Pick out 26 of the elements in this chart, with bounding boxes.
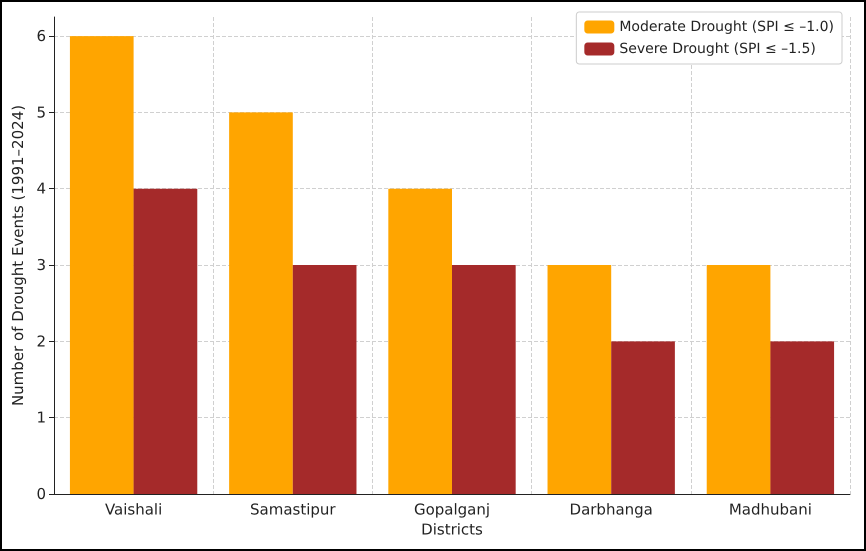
bar [70, 36, 134, 494]
y-tick-label: 6 [36, 27, 46, 46]
bar [452, 265, 516, 494]
bar [292, 265, 356, 494]
bar [611, 341, 675, 494]
x-tick-label: Gopalganj [414, 500, 490, 518]
bar [706, 265, 770, 494]
y-tick-label: 1 [36, 408, 46, 427]
y-tick-label: 4 [36, 180, 46, 198]
y-tick-label: 0 [36, 485, 46, 503]
x-tick-label: Madhubani [728, 500, 812, 518]
y-tick-label: 5 [36, 103, 46, 122]
bar [548, 265, 612, 494]
y-tick-label: 3 [36, 256, 46, 274]
y-tick-label: 2 [36, 332, 46, 350]
x-tick-label: Vaishali [104, 500, 162, 518]
bar [388, 188, 452, 494]
bar [134, 188, 198, 494]
x-axis-title: Districts [421, 520, 484, 538]
x-tick-label: Samastipur [250, 500, 336, 518]
x-tick-label: Darbhanga [570, 500, 653, 518]
bar [770, 341, 834, 494]
legend-label: Moderate Drought (SPI ≤ –1.0) [619, 19, 834, 35]
y-axis-title: Number of Drought Events (1991–2024) [9, 104, 28, 406]
bar [229, 112, 293, 494]
legend-label: Severe Drought (SPI ≤ –1.5) [619, 41, 816, 57]
